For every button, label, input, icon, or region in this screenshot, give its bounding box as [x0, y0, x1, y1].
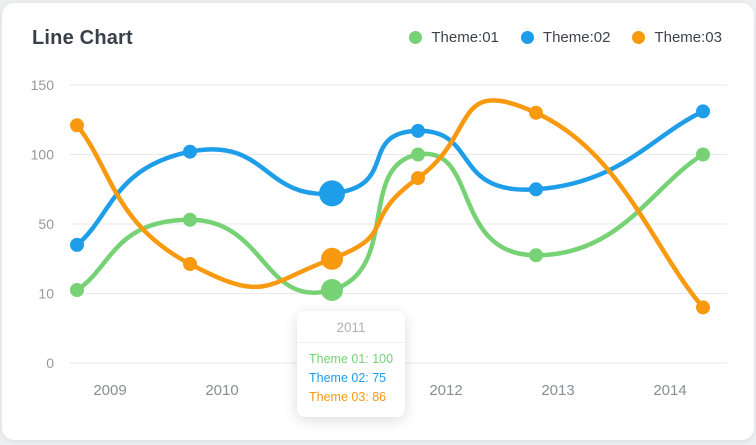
- series-path-theme03: [74, 98, 706, 310]
- legend-item-theme01[interactable]: Theme:01: [409, 29, 499, 46]
- legend-label-theme01: Theme:01: [431, 29, 499, 46]
- data-point-theme02-2012[interactable]: [411, 123, 425, 138]
- x-axis-label-2013: 2013: [541, 382, 574, 399]
- data-point-theme01-2012[interactable]: [411, 147, 425, 162]
- data-point-theme02-2009[interactable]: [70, 237, 84, 252]
- x-axis-label-2010: 2010: [205, 382, 238, 399]
- legend-item-theme03[interactable]: Theme:03: [632, 29, 722, 46]
- data-point-theme03-2009[interactable]: [70, 118, 84, 133]
- x-axis-label-2009: 2009: [93, 382, 126, 399]
- line-chart-plot[interactable]: 0 10 50 100 150 2009 2010 2011 2012 2013 2014: [2, 3, 756, 445]
- data-point-theme03-2014[interactable]: [696, 300, 710, 315]
- series-path-theme02: [74, 109, 706, 248]
- data-point-theme02-2010[interactable]: [183, 144, 197, 159]
- chart-title: Line Chart: [32, 27, 133, 49]
- tooltip-row-theme03: Theme 03: 86: [309, 390, 387, 404]
- y-tick-label-150: 150: [31, 77, 55, 93]
- data-point-theme03-2010[interactable]: [183, 257, 197, 271]
- data-point-theme01-2014[interactable]: [696, 147, 710, 162]
- data-point-theme03-2012[interactable]: [411, 171, 425, 186]
- legend-label-theme03: Theme:03: [654, 29, 722, 46]
- legend-dot-theme01-icon: [409, 31, 423, 44]
- data-point-theme01-2009[interactable]: [70, 283, 84, 297]
- data-point-theme01-2010[interactable]: [183, 212, 197, 227]
- legend-item-theme02[interactable]: Theme:02: [520, 29, 611, 46]
- data-point-theme01-2013[interactable]: [529, 248, 543, 263]
- tooltip-title: 2011: [297, 320, 405, 343]
- active-data-point-theme01-2011[interactable]: [321, 279, 343, 301]
- series-path-theme01: [74, 151, 706, 295]
- y-tick-label-10: 10: [38, 286, 54, 302]
- chart-tooltip: 2011 Theme 01: 100 Theme 02: 75 Theme 03…: [297, 311, 405, 417]
- chart-card: 0 10 50 100 150 2009 2010 2011 2012 2013 2014 Line…: [2, 3, 754, 440]
- legend-dot-theme02-icon: [520, 31, 534, 44]
- tooltip-row-theme01: Theme 01: 100: [309, 352, 394, 366]
- data-point-theme03-2013[interactable]: [529, 105, 543, 120]
- y-tick-label-50: 50: [38, 216, 54, 232]
- x-axis-label-2012: 2012: [429, 382, 462, 399]
- legend-label-theme02: Theme:02: [542, 29, 611, 46]
- legend: Theme:01 Theme:02 Theme:03: [409, 29, 722, 46]
- tooltip-row-theme02: Theme 02: 75: [309, 371, 387, 385]
- data-point-theme02-2014[interactable]: [696, 104, 710, 119]
- y-tick-label-100: 100: [31, 147, 55, 163]
- active-data-point-theme02-2011[interactable]: [319, 180, 345, 207]
- tooltip-rows: Theme 01: 100 Theme 02: 75 Theme 03: 86: [297, 343, 405, 407]
- legend-dot-theme03-icon: [632, 31, 646, 44]
- x-axis-label-2014: 2014: [653, 382, 686, 399]
- y-tick-label-0: 0: [46, 355, 54, 371]
- data-point-theme02-2013[interactable]: [529, 182, 543, 197]
- active-data-point-theme03-2011[interactable]: [321, 247, 343, 270]
